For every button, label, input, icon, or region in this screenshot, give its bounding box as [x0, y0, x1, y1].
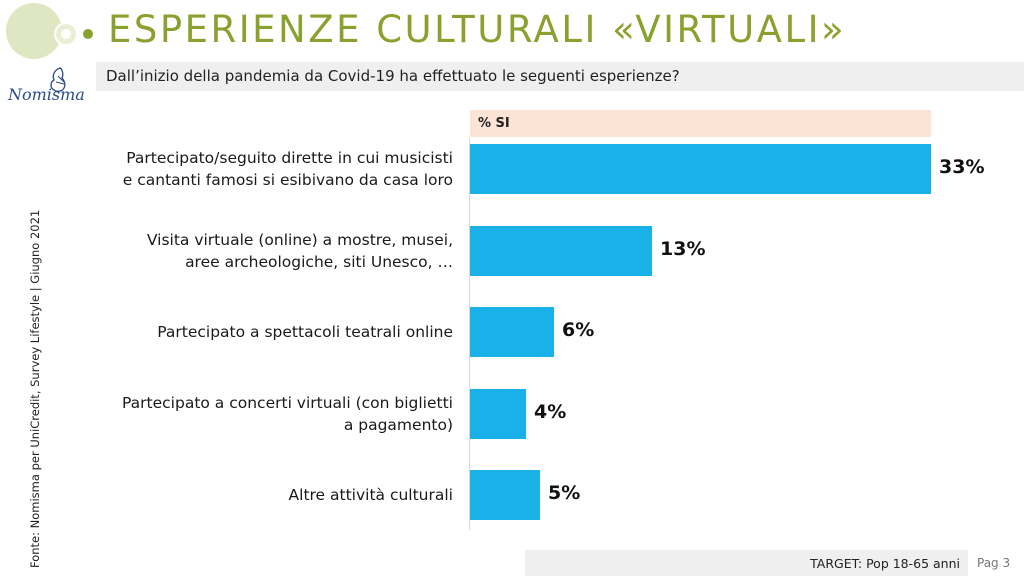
decorative-circles [6, 3, 93, 59]
logo-text: Nomisma [8, 85, 85, 104]
category-label-line: Partecipato a concerti virtuali (con big… [122, 393, 453, 412]
page-title: ESPERIENZE CULTURALI «VIRTUALI» [108, 8, 847, 51]
question-subtitle: Dall’inizio della pandemia da Covid-19 h… [106, 67, 680, 85]
ring-hole-icon [61, 29, 71, 39]
category-label-3: Partecipato a spettacoli teatrali online [93, 321, 453, 343]
category-label-line: Partecipato/seguito dirette in cui music… [126, 149, 453, 167]
category-label-line: aree archeologiche, siti Unesco, … [185, 252, 453, 271]
value-label-5: 5% [548, 482, 581, 504]
bar-4 [470, 388, 526, 439]
value-label-4: 4% [534, 400, 567, 423]
bar-2 [470, 225, 652, 276]
nomisma-emblem-icon [50, 67, 66, 92]
category-label-4: Partecipato a concerti virtuali (con big… [93, 392, 453, 436]
small-dot-icon [83, 29, 93, 39]
column-header-band [470, 110, 931, 137]
category-label-line: e cantanti famosi si esibivano da casa l… [122, 171, 453, 189]
category-label-line: Altre attività culturali [288, 486, 453, 504]
category-label-2: Visita virtuale (online) a mostre, musei… [93, 229, 453, 273]
target-note: TARGET: Pop 18-65 anni [810, 556, 960, 571]
category-label-line: Partecipato a spettacoli teatrali online [157, 323, 453, 341]
category-axis-line [469, 138, 470, 530]
footer-bar [525, 550, 968, 576]
category-label-line: a pagamento) [343, 415, 453, 434]
bar-5 [470, 470, 540, 520]
value-label-3: 6% [562, 319, 595, 341]
page-number: Pag 3 [977, 556, 1011, 570]
value-label-1: 33% [939, 156, 985, 178]
bar-1 [470, 144, 931, 194]
column-header-label: % SI [478, 116, 510, 131]
source-note: Fonte: Nomisma per UniCredit, Survey Lif… [28, 209, 42, 568]
value-label-2: 13% [660, 237, 706, 260]
large-circle-icon [6, 3, 62, 59]
category-label-1: Partecipato/seguito dirette in cui music… [93, 147, 453, 191]
category-label-line: Visita virtuale (online) a mostre, musei… [146, 230, 453, 249]
bar-3 [470, 307, 554, 357]
subtitle-bar [96, 62, 1024, 91]
category-label-5: Altre attività culturali [93, 484, 453, 506]
